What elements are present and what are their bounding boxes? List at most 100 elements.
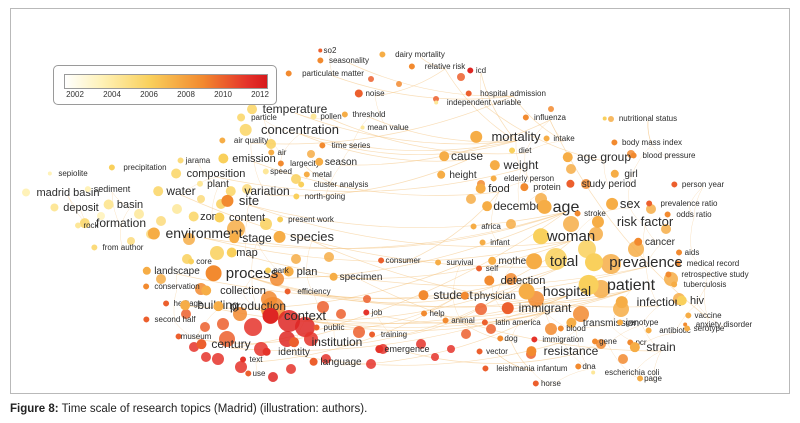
topic-node[interactable]: water [153,184,196,198]
topic-node[interactable]: rock [75,221,100,230]
topic-node[interactable]: odds ratio [664,210,713,219]
topic-node[interactable]: content [214,212,265,224]
topic-node[interactable]: mortality [470,129,541,144]
topic-node[interactable]: physician [460,291,516,302]
topic-node[interactable]: concentration [239,122,339,137]
topic-node[interactable]: tuberculosis [671,280,726,289]
topic-node[interactable]: influenza [522,113,567,122]
topic-node[interactable]: blood pressure [630,151,696,160]
topic-node[interactable]: height [437,170,477,181]
topic-node[interactable]: gene [592,337,617,346]
topic-node[interactable]: so2 [318,46,337,55]
topic-node[interactable]: total [526,253,578,270]
topic-node[interactable]: hiv [676,295,705,307]
topic-node[interactable]: latin america [481,318,541,327]
topic-node[interactable]: infant [479,238,511,247]
topic-node[interactable]: strain [629,340,676,354]
topic-node[interactable]: conservation [143,282,200,291]
topic-node[interactable]: stroke [574,209,607,218]
topic-node[interactable]: antibiotic [645,326,691,335]
topic-node[interactable]: sepiolite [47,169,88,178]
topic-node[interactable]: emergence [375,344,430,354]
topic-node[interactable]: sediment [84,184,131,194]
topic-node[interactable]: genotype [617,318,659,327]
topic-node[interactable]: serotype [684,324,725,333]
topic-node[interactable]: detection [484,275,545,287]
topic-node[interactable]: patient [578,274,656,295]
topic-node[interactable]: formation [79,216,146,230]
topic-node[interactable]: cluster analysis [298,180,368,189]
topic-node[interactable]: immigrant [501,301,572,315]
topic-node[interactable]: december [482,199,547,213]
topic-node[interactable]: century [196,337,251,351]
topic-node[interactable]: language [309,357,362,368]
topic-node[interactable]: icd [467,66,486,75]
topic-node[interactable]: age [537,199,580,216]
topic-node[interactable]: medical record [674,259,740,268]
topic-node[interactable]: context [262,307,327,324]
topic-node[interactable]: mother [488,256,530,267]
topic-node[interactable]: specimen [329,272,383,283]
topic-node[interactable]: threshold [341,110,386,119]
topic-node[interactable]: dog [497,334,518,343]
topic-node[interactable]: temperature [247,102,328,116]
topic-node[interactable]: pollen [310,112,342,121]
topic-node[interactable]: intake [543,134,576,143]
topic-node[interactable]: anxiety disorder [683,320,753,329]
topic-node[interactable]: present work [277,215,335,224]
topic-node[interactable]: deposit [50,202,99,214]
topic-node[interactable]: process [205,265,279,282]
topic-node[interactable]: from author [91,243,144,252]
topic-node[interactable]: independent variable [434,98,522,107]
topic-node[interactable]: cause [439,149,483,163]
topic-node[interactable]: jarama [177,156,211,165]
topic-node[interactable]: largecity [277,159,320,168]
topic-node[interactable]: woman [533,228,595,245]
topic-node[interactable]: speed [262,167,292,176]
topic-node[interactable]: diet [509,146,532,155]
topic-node[interactable]: vaccine [685,311,722,320]
topic-node[interactable]: use [245,369,266,378]
topic-node[interactable]: age group [562,150,632,164]
topic-node[interactable]: identity [262,347,310,358]
topic-node[interactable]: landscape [142,266,200,277]
topic-node[interactable]: elderly person [490,174,554,183]
topic-node[interactable]: cancer [634,237,676,248]
topic-node[interactable]: nutritional status [602,114,677,123]
topic-node[interactable]: sex [606,196,641,211]
topic-node[interactable]: museum [175,332,212,341]
topic-node[interactable]: aids [676,248,699,257]
topic-node[interactable]: animal [442,316,475,325]
topic-node[interactable]: mean value [360,123,410,132]
topic-node[interactable]: weight [489,158,539,172]
topic-node[interactable]: particulate matter [285,69,365,78]
topic-node[interactable]: air quality [219,136,268,145]
topic-node[interactable]: protein [520,182,561,192]
topic-node[interactable]: study period [566,179,636,190]
topic-node[interactable]: food [475,183,510,195]
topic-node[interactable]: composition [171,168,245,180]
topic-node[interactable]: particle [237,113,277,122]
topic-node[interactable]: public [313,323,345,332]
topic-node[interactable]: retrospective study [665,270,749,279]
topic-node[interactable]: self [476,264,499,273]
topic-node[interactable]: basin [103,199,144,211]
topic-node[interactable]: seasonality [317,56,369,65]
topic-node[interactable]: noise [354,89,385,98]
topic-node[interactable]: dna [575,362,596,371]
topic-node[interactable]: metal [303,170,332,179]
topic-node[interactable]: resistance [526,344,599,358]
topic-node[interactable]: horse [532,379,562,388]
topic-node[interactable]: institution [289,335,362,349]
topic-node[interactable]: relative risk [408,62,466,71]
topic-node[interactable]: park [265,266,290,275]
topic-node[interactable]: escherichia coli [591,368,660,377]
topic-node[interactable]: precipitation [108,163,167,172]
topic-node[interactable]: training [369,330,407,339]
topic-node[interactable]: species [273,229,335,244]
topic-node[interactable]: vector [476,347,509,356]
topic-node[interactable]: plan [283,266,318,278]
topic-node[interactable]: blood [557,324,586,333]
topic-node[interactable]: person year [671,180,724,189]
topic-node[interactable]: dairy mortality [379,50,445,59]
